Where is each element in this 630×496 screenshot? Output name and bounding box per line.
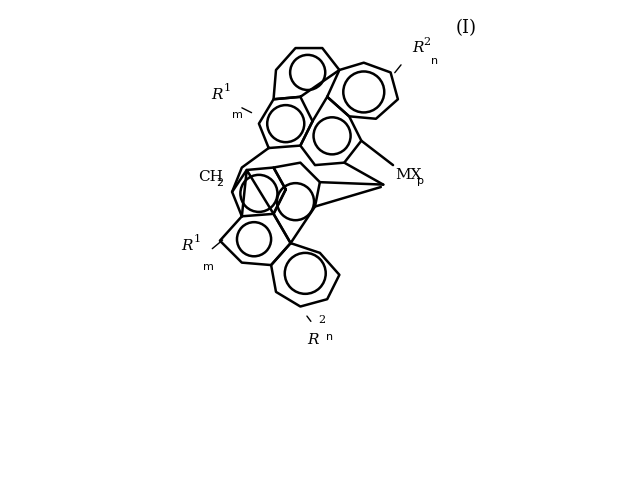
Text: CH: CH [198,170,223,185]
Text: R: R [413,41,424,56]
Text: 1: 1 [194,234,201,244]
Text: m: m [232,111,243,121]
Text: p: p [417,176,424,186]
Text: 2: 2 [217,178,224,188]
Text: n: n [326,332,333,342]
Text: 1: 1 [223,83,231,93]
Text: R: R [211,88,222,102]
Text: 2: 2 [423,37,430,47]
Text: n: n [431,57,438,66]
Text: R: R [307,333,319,347]
Text: R: R [181,239,193,253]
Text: m: m [203,262,214,272]
Text: (I): (I) [455,19,477,38]
Text: 2: 2 [318,314,326,324]
Text: MX: MX [396,168,422,182]
